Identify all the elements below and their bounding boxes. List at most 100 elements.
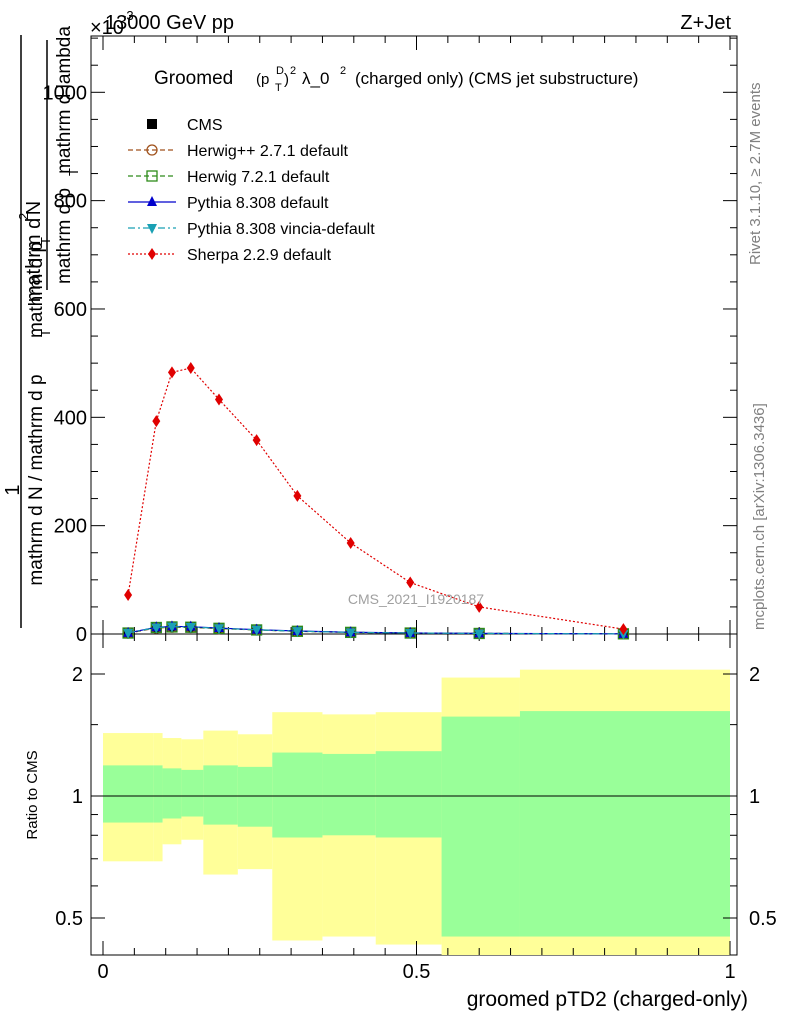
main-y-tick-label: 600: [54, 299, 87, 321]
main-y-ticks: 0 200 400 600 800 1000: [43, 37, 737, 646]
plot-title: Groomed (p D T ) 2 λ_0 2 (charged only) …: [154, 65, 638, 94]
legend-marker: [146, 144, 158, 156]
y-axis-label: mathrm d 2 N mathrm d p T mathrm d lambd…: [2, 26, 81, 628]
series-layer: [122, 362, 630, 640]
ratio-green-band: [203, 765, 238, 825]
process-label: Z+Jet: [680, 12, 731, 34]
ratio-green-band: [162, 768, 182, 819]
series-pythia-8-308-default: [123, 620, 629, 638]
series-line: [127, 625, 624, 635]
legend-label: Pythia 8.308 default: [187, 195, 329, 212]
energy-label: 13000 GeV pp: [105, 12, 234, 34]
data-point: [345, 628, 356, 639]
y-label-numerator-main: mathrm d: [23, 218, 45, 302]
ratio-green-band: [103, 765, 154, 823]
ratio-y-tick-label-right: 0.5: [749, 908, 777, 930]
title-expr-p: (p: [256, 71, 269, 88]
rivet-label: Rivet 3.1.10, ≥ 2.7M events: [747, 83, 764, 266]
ratio-y-tick-label-right: 1: [749, 786, 760, 808]
ratio-green-band: [322, 753, 376, 836]
ratio-axis-label: Ratio to CMS: [24, 750, 41, 839]
data-point: [252, 434, 261, 447]
series-pythia-8-308-vincia-default: [123, 622, 629, 640]
data-point: [474, 629, 485, 640]
y-label-denominator-main: mathrm d p: [54, 188, 75, 284]
data-point: [619, 623, 628, 636]
legend-label: Herwig 7.2.1 default: [187, 169, 330, 186]
data-point: [186, 362, 195, 375]
title-expr-sub-t: T: [275, 82, 282, 94]
legend-entry: Herwig++ 2.7.1 default: [128, 143, 349, 160]
legend-marker: [148, 248, 156, 260]
data-point: [123, 628, 134, 639]
data-point: [213, 624, 224, 635]
ratio-green-band: [375, 751, 442, 838]
legend-label: Pythia 8.308 vincia-default: [187, 221, 375, 238]
legend-entry: Sherpa 2.2.9 default: [128, 247, 332, 264]
x-axis-label: groomed pTD2 (charged-only): [467, 988, 748, 1011]
legend-marker: [146, 170, 158, 182]
title-expr-close: ): [284, 71, 289, 88]
main-y-tick-label: 400: [54, 407, 87, 429]
ratio-green-band: [181, 769, 204, 817]
ratio-y-ticks: 0.5 0.5 1 1 2 2: [55, 664, 777, 930]
y-exponent: ×10 -3: [90, 8, 134, 39]
legend-entry: Pythia 8.308 default: [128, 195, 329, 212]
y-label-lower-b: mathrm d p: [26, 242, 47, 338]
ratio-green-band: [272, 752, 323, 838]
data-point: [405, 628, 416, 639]
data-point: [167, 366, 176, 379]
y-label-lower-a: mathrm d N / mathrm d p: [26, 374, 47, 585]
series-herwig-2-7-1-default: [122, 621, 630, 640]
y-label-one: 1: [2, 484, 24, 495]
data-point: [166, 622, 177, 633]
series-sherpa-2-2-9-default: [124, 362, 628, 636]
ratio-bands: [103, 669, 730, 955]
legend-entry: Pythia 8.308 vincia-default: [128, 221, 375, 238]
data-point: [406, 576, 415, 589]
title-expr-sup-2: 2: [290, 65, 296, 77]
mcplots-label: mcplots.cern.ch [arXiv:1306.3436]: [751, 403, 768, 630]
y-label-lower-sub2: T: [38, 237, 53, 245]
legend-entry: Herwig 7.2.1 default: [128, 169, 330, 186]
data-point: [151, 623, 162, 634]
series-line: [127, 367, 624, 630]
legend-label: Sherpa 2.2.9 default: [187, 247, 332, 264]
x-tick-label: 0: [97, 961, 108, 983]
series-line: [127, 626, 624, 635]
legend-entry: CMS: [147, 117, 223, 134]
series-herwig-7-2-1-default: [122, 621, 630, 640]
ratio-y-tick-label-right: 2: [749, 664, 760, 686]
ratio-green-band: [237, 766, 273, 827]
data-point: [475, 600, 484, 613]
title-prefix: Groomed: [154, 68, 233, 89]
data-point: [124, 588, 133, 601]
data-point: [214, 393, 223, 406]
y-exponent-base: ×10: [90, 17, 124, 39]
data-point: [293, 489, 302, 502]
y-label-numerator-n: N: [23, 201, 45, 215]
main-y-tick-label: 1000: [43, 82, 88, 104]
ratio-green-band: [519, 711, 730, 937]
data-point: [346, 536, 355, 549]
title-expr-sup-2b: 2: [340, 65, 346, 77]
y-label-numerator-sup: 2: [16, 213, 31, 220]
data-point: [152, 415, 161, 428]
series-cms: [123, 621, 629, 639]
data-point: [292, 627, 303, 638]
main-y-tick-label: 200: [54, 516, 87, 538]
title-expr-sup-d: D: [276, 65, 284, 77]
legend-marker: [147, 224, 157, 234]
ratio-y-tick-label: 0.5: [55, 908, 83, 930]
y-label-lower-sub: T: [38, 329, 53, 337]
main-y-tick-label: 0: [76, 624, 87, 646]
legend-marker: [147, 119, 157, 129]
analysis-watermark: CMS_2021_I1920187: [348, 591, 484, 607]
ratio-y-tick-label: 2: [72, 664, 83, 686]
x-tick-label: 0.5: [403, 961, 431, 983]
data-point: [251, 625, 262, 636]
legend-marker: [147, 196, 157, 206]
y-exponent-power: -3: [122, 8, 134, 23]
main-y-tick-label: 800: [54, 191, 87, 213]
